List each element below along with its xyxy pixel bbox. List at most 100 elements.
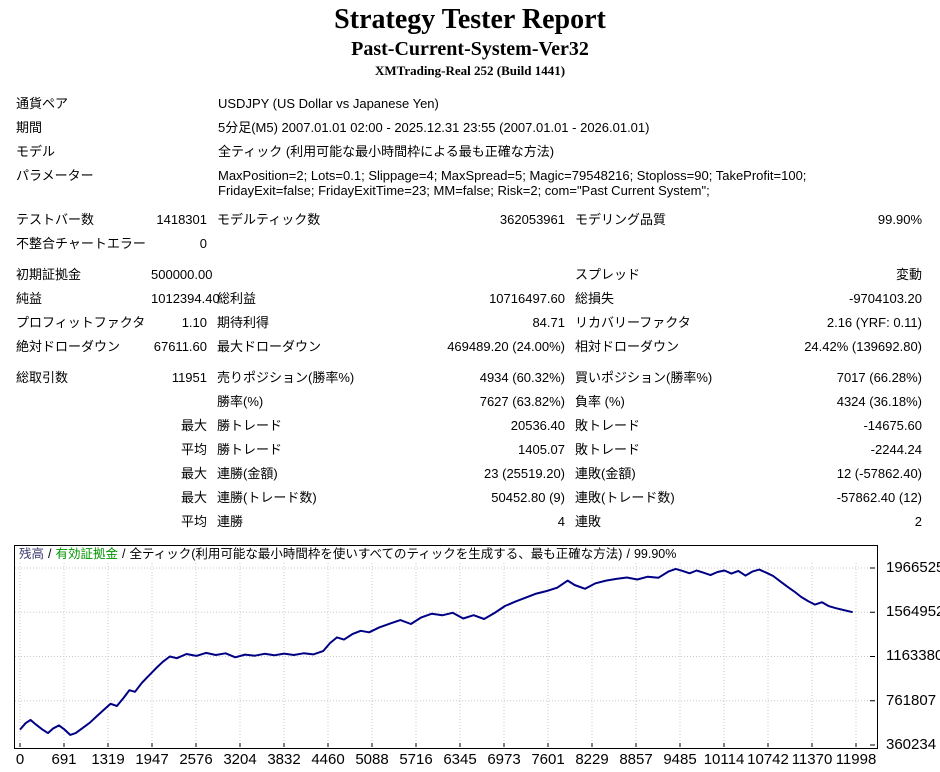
x-axis-label: 6345 xyxy=(443,751,477,768)
stat-value: 4 xyxy=(557,514,565,529)
stat-value: 469489.20 (24.00%) xyxy=(447,339,565,354)
x-axis-label: 11370 xyxy=(791,751,833,768)
x-axis-label: 10114 xyxy=(703,751,745,768)
stat-label: 連勝(トレード数) xyxy=(217,490,317,505)
stat-label: 勝率(%) xyxy=(217,394,264,409)
stat-value: 50452.80 (9) xyxy=(491,490,565,505)
stat-row: テストバー数 1418301 モデルティック数 362053961 モデリング品質 99.… xyxy=(16,212,940,236)
stat-row: 最大 勝トレード 20536.40 敗トレード -14675.60 xyxy=(16,418,940,442)
model-legend-text: 全ティック(利用可能な最小時間枠を使いすべてのティックを生成する、最も正確な方法… xyxy=(129,547,623,561)
stat-value: -2244.24 xyxy=(870,442,922,457)
legend-separator: / xyxy=(122,547,126,561)
chart-box: 残高 / 有効証拠金 / 全ティック(利用可能な最小時間枠を使いすべてのティックを生成す… xyxy=(14,545,878,749)
x-axis-label: 7601 xyxy=(531,751,565,768)
stat-label: 連勝(金額) xyxy=(217,466,278,481)
stat-label: プロフィットファクタ xyxy=(16,315,146,330)
stat-row: 純益 1012394.40 総利益 10716497.60 総損失 -9704103.20 xyxy=(16,291,940,315)
x-axis-label: 10742 xyxy=(747,751,789,768)
stats-section: 初期証拠金 500000.00 スプレッド 変動 純益 1012394.40 総利益 1071… xyxy=(16,267,940,363)
stat-value xyxy=(755,236,922,260)
stat-value: 7627 (63.82%) xyxy=(479,394,565,409)
stat-label: 不整合チャートエラー xyxy=(16,236,146,251)
stat-label: モデルティック数 xyxy=(217,212,321,227)
stat-label: 敗トレード xyxy=(575,418,641,433)
stat-label: 純益 xyxy=(16,291,43,306)
stat-value: 4324 (36.18%) xyxy=(836,394,922,409)
stat-value: 1012394.40 xyxy=(151,291,220,306)
stat-label: 相対ドローダウン xyxy=(575,339,680,354)
stat-label: テストバー数 xyxy=(16,212,95,227)
info-value: 全ティック (利用可能な最小時間枠による最も正確な方法) xyxy=(218,144,555,159)
info-row: モデル 全ティック (利用可能な最小時間枠による最も正確な方法) xyxy=(16,144,940,159)
stat-value: 平均 xyxy=(180,514,207,529)
stat-value: 362053961 xyxy=(499,212,565,227)
stat-label: 敗トレード xyxy=(575,442,641,457)
stat-label: 最大ドローダウン xyxy=(217,339,322,354)
stat-value: 平均 xyxy=(180,442,207,457)
stat-label: 連敗 xyxy=(575,514,602,529)
stat-value: 99.90% xyxy=(877,212,922,227)
info-label: 期間 xyxy=(16,120,43,135)
info-value: 5分足(M5) 2007.01.01 02:00 - 2025.12.31 23… xyxy=(218,120,650,135)
stat-row: 最大 連勝(金額) 23 (25519.20) 連敗(金額) 12 (-57862.40… xyxy=(16,466,940,490)
stat-value: 67611.60 xyxy=(153,339,207,354)
stat-label xyxy=(16,490,141,514)
stat-value: 変動 xyxy=(895,267,922,282)
stat-label: 総利益 xyxy=(217,291,257,306)
report-subtitle: Past-Current-System-Ver32 xyxy=(351,38,589,60)
stat-value: 2.16 (YRF: 0.11) xyxy=(826,315,922,330)
stat-label: 勝トレード xyxy=(217,418,283,433)
x-axis-label: 5716 xyxy=(399,751,433,768)
stat-value: 1.10 xyxy=(181,315,207,330)
stat-label: 総取引数 xyxy=(16,370,69,385)
report-server: XMTrading-Real 252 (Build 1441) xyxy=(374,63,566,78)
y-axis-label: 1966525 xyxy=(886,559,940,576)
x-axis-label: 5088 xyxy=(355,751,389,768)
stat-label: 連勝 xyxy=(217,514,244,529)
stat-label: 連敗(金額) xyxy=(575,466,636,481)
stat-label xyxy=(16,418,141,442)
x-axis-label: 691 xyxy=(51,751,77,768)
stat-row: 絶対ドローダウン 67611.60 最大ドローダウン 469489.20 (24.00… xyxy=(16,339,940,363)
info-row: パラメーター MaxPosition=2; Lots=0.1; Slippage=… xyxy=(16,168,940,198)
info-label: パラメーター xyxy=(16,168,94,183)
stats-section: テストバー数 1418301 モデルティック数 362053961 モデリング品質 99.… xyxy=(16,212,940,260)
stat-value: 23 (25519.20) xyxy=(484,466,565,481)
stat-label xyxy=(217,236,392,260)
info-label: 通貨ペア xyxy=(16,96,69,111)
x-axis-label: 6973 xyxy=(487,751,521,768)
stat-label: 絶対ドローダウン xyxy=(16,339,121,354)
stat-label: 売りポジション(勝率%) xyxy=(217,370,355,385)
stat-label: 勝トレード xyxy=(217,442,283,457)
x-axis-label: 1947 xyxy=(135,751,169,768)
stat-value xyxy=(151,394,207,418)
stat-value: 20536.40 xyxy=(510,418,565,433)
stat-label: 期待利得 xyxy=(217,315,270,330)
stat-row: 平均 勝トレード 1405.07 敗トレード -2244.24 xyxy=(16,442,940,466)
stat-row: 最大 連勝(トレード数) 50452.80 (9) 連敗(トレード数) -57862.4… xyxy=(16,490,940,514)
stat-value xyxy=(402,267,565,291)
stat-label xyxy=(16,514,141,538)
info-value: USDJPY (US Dollar vs Japanese Yen) xyxy=(218,96,439,111)
x-axis-label: 8857 xyxy=(619,751,653,768)
equity-legend-label: 有効証拠金 xyxy=(55,547,119,561)
x-axis-label: 0 xyxy=(15,751,25,768)
stat-row: 勝率(%) 7627 (63.82%) 負率 (%) 4324 (36.18%) xyxy=(16,394,940,418)
stat-value: 最大 xyxy=(180,490,207,505)
stat-value: 0 xyxy=(199,236,207,251)
stat-label: 負率 (%) xyxy=(575,394,625,409)
stat-label: 連敗(トレード数) xyxy=(575,490,675,505)
y-axis-label: 1564952 xyxy=(886,603,940,621)
quality-legend-value: 99.90% xyxy=(633,547,677,561)
stat-value: 最大 xyxy=(180,418,207,433)
stat-value: 1405.07 xyxy=(518,442,565,457)
y-axis-label: 360234 xyxy=(886,736,937,753)
stat-value: 最大 xyxy=(180,466,207,481)
x-axis-label: 3832 xyxy=(267,751,301,768)
balance-legend-label: 残高 xyxy=(19,547,45,561)
stat-value: -57862.40 (12) xyxy=(836,490,922,505)
info-row: 通貨ペア USDJPY (US Dollar vs Japanese Yen) xyxy=(16,96,940,111)
stat-row: プロフィットファクタ 1.10 期待利得 84.71 リカバリーファクタ 2.16 (YR… xyxy=(16,315,940,339)
stat-label xyxy=(217,267,392,291)
x-axis-label: 4460 xyxy=(311,751,345,768)
